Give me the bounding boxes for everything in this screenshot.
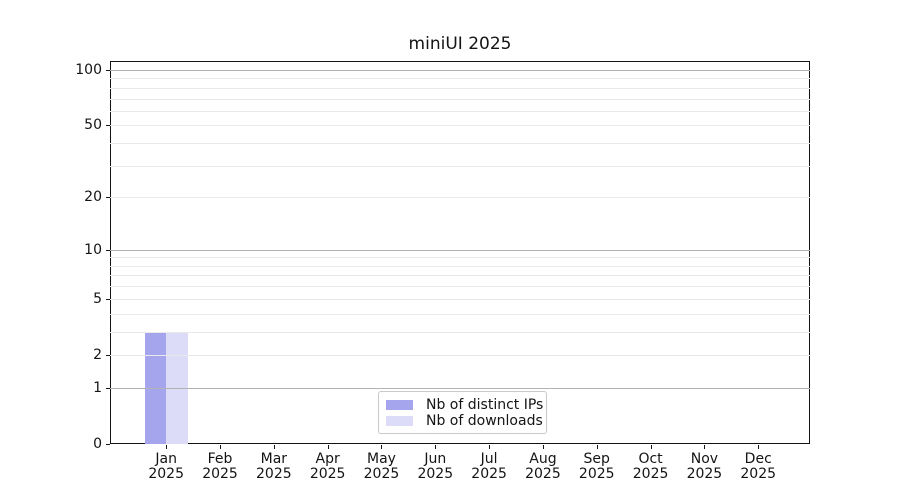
x-tick-label: Dec 2025 [730,452,786,482]
x-tick-year: 2025 [363,466,400,482]
y-tick-label: 50 [84,117,102,134]
x-tick-year: 2025 [632,466,669,482]
plot-area [110,61,810,444]
x-tick-label: Aug 2025 [515,452,571,482]
gridline-major [110,387,810,389]
x-tick-month: May [366,451,396,467]
gridline-minor [110,98,810,100]
x-tick-label: Mar 2025 [246,452,302,482]
y-tick-mark [106,387,110,389]
x-tick-mark [381,445,383,449]
x-tick-year: 2025 [202,466,238,482]
chart-title: miniUI 2025 [408,34,512,54]
x-tick-month: Jan [155,451,177,467]
gridline-minor [110,313,810,315]
x-tick-mark [327,445,329,449]
x-tick-label: Feb 2025 [192,452,248,482]
x-tick-year: 2025 [417,466,454,482]
x-tick-year: 2025 [471,466,507,482]
x-tick-mark [273,445,275,449]
x-tick-mark [704,445,706,449]
legend-swatch [386,400,413,410]
x-tick-month: Sep [583,451,610,467]
gridline-minor [110,110,810,112]
x-tick-mark [596,445,598,449]
gridline-minor [110,354,810,356]
x-tick-label: Sep 2025 [569,452,625,482]
legend-entry-nb-of-downloads: Nb of downloads [386,413,543,429]
x-tick-label: Oct 2025 [623,452,679,482]
x-tick-month: Feb [207,451,233,467]
x-tick-year: 2025 [578,466,615,482]
y-tick-mark [106,354,110,356]
y-tick-label: 20 [84,189,102,206]
x-tick-year: 2025 [525,466,561,482]
x-tick-mark [435,445,437,449]
x-tick-mark [220,445,222,449]
x-tick-month: Dec [744,451,772,467]
gridline-minor [110,331,810,333]
y-tick-label: 0 [93,436,102,452]
gridline-minor [110,125,810,127]
x-tick-label: Nov 2025 [676,452,732,482]
x-tick-label: May 2025 [353,452,409,482]
x-tick-month: Jul [480,451,498,467]
x-tick-month: Oct [638,451,663,467]
x-tick-month: Mar [260,451,288,467]
y-tick-mark [106,249,110,251]
x-tick-label: Jan 2025 [138,452,194,482]
x-tick-month: Nov [690,451,719,467]
x-tick-year: 2025 [740,466,777,482]
gridline-minor [110,87,810,89]
y-tick-mark [106,444,110,445]
x-tick-label: Apr 2025 [300,452,356,482]
gridline-minor [110,78,810,80]
y-tick-mark [106,298,110,300]
y-tick-label: 1 [93,379,102,396]
bar-nb-of-distinct-ips [144,331,167,444]
legend-swatch [386,416,413,426]
gridline-minor [110,275,810,277]
x-tick-mark [542,445,544,449]
x-tick-year: 2025 [686,466,723,482]
x-tick-mark [166,445,168,449]
y-tick-label: 100 [75,62,102,78]
legend-entry-nb-of-distinct-ips: Nb of distinct IPs [386,397,543,413]
bar-nb-of-downloads [166,331,188,444]
gridline-major [110,249,810,251]
y-tick-label: 10 [84,241,102,258]
gridline-minor [110,298,810,300]
gridline-minor [110,265,810,267]
x-tick-month: Aug [529,451,557,467]
y-tick-mark [106,125,110,127]
x-tick-label: Jun 2025 [407,452,463,482]
legend-label: Nb of distinct IPs [426,397,544,413]
x-tick-label: Jul 2025 [461,452,517,482]
y-tick-label: 5 [93,290,102,307]
gridline-minor [110,257,810,259]
gridline-minor [110,165,810,167]
x-tick-year: 2025 [148,466,184,482]
x-tick-mark [758,445,760,449]
x-tick-month: Apr [315,451,340,467]
legend-label: Nb of downloads [426,413,543,429]
x-tick-mark [489,445,491,449]
gridline-minor [110,143,810,145]
x-tick-year: 2025 [309,466,346,482]
y-tick-mark [106,70,110,71]
gridline-minor [110,286,810,288]
y-tick-mark [106,197,110,199]
legend: Nb of distinct IPs Nb of downloads [378,391,547,434]
y-tick-label: 2 [93,346,102,363]
x-tick-year: 2025 [256,466,292,482]
x-tick-mark [650,445,652,449]
x-tick-month: Jun [424,451,447,467]
gridline-minor [110,197,810,199]
gridline-major [110,70,810,71]
